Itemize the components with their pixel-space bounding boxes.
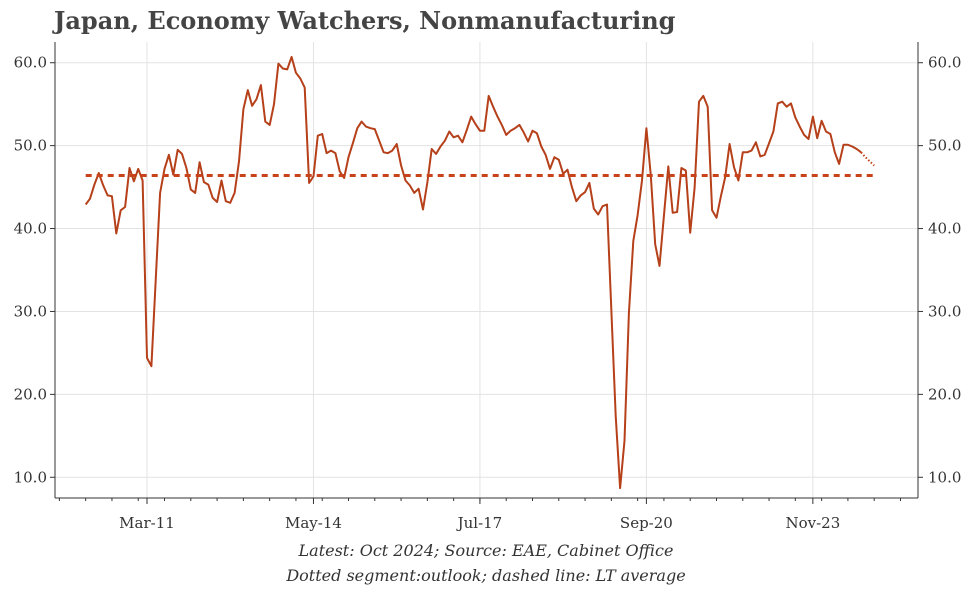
y-axis-ticks: 10.0 10.0 20.0 20.0 30.0 30.0 40.0 40.0 50.0 50.0… (14, 54, 962, 487)
y-tick-label-right: 30.0 (928, 302, 961, 320)
footer-legend-note: Dotted segment:outlook; dashed line: LT … (286, 566, 686, 585)
series-line-outlook (860, 151, 875, 167)
series-line-economy-watchers (84, 55, 862, 490)
series-group (84, 55, 875, 490)
y-tick-label-right: 20.0 (928, 385, 961, 403)
y-tick-label-left: 40.0 (14, 220, 47, 238)
y-tick-label-right: 40.0 (928, 220, 961, 238)
y-tick-label-left: 20.0 (14, 385, 47, 403)
y-tick-label-right: 10.0 (928, 468, 961, 486)
x-tick-label: Mar-11 (119, 514, 175, 532)
y-tick-label-left: 60.0 (14, 54, 47, 72)
x-axis-ticks: Mar-11 May-14 Jul-17 Sep-20 Nov-23 (58, 498, 901, 532)
x-tick-label: Nov-23 (785, 514, 840, 532)
axes (54, 42, 919, 499)
gridlines (55, 42, 918, 498)
x-tick-label: Jul-17 (456, 514, 503, 532)
y-tick-label-left: 30.0 (14, 302, 47, 320)
chart-title: Japan, Economy Watchers, Nonmanufacturin… (54, 6, 676, 35)
y-tick-label-right: 60.0 (928, 54, 961, 72)
y-tick-label-left: 50.0 (14, 137, 47, 155)
line-chart: 10.0 10.0 20.0 20.0 30.0 30.0 40.0 40.0 50.0 50.0… (14, 42, 962, 532)
x-tick-label: Sep-20 (620, 514, 673, 532)
y-tick-label-right: 50.0 (928, 137, 961, 155)
x-tick-label: May-14 (285, 514, 342, 532)
footer-source-note: Latest: Oct 2024; Source: EAE, Cabinet O… (298, 541, 674, 560)
y-tick-label-left: 10.0 (14, 468, 47, 486)
